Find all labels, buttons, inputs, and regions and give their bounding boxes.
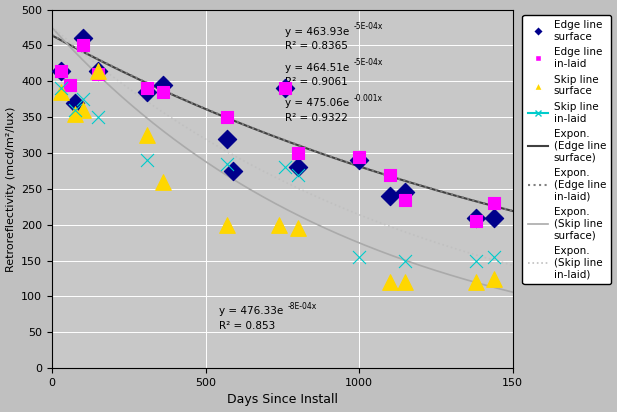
Text: y = 463.93e: y = 463.93e	[285, 27, 350, 37]
Point	[471, 214, 481, 221]
Y-axis label: Retroreflectivity (mcd/m²/lux): Retroreflectivity (mcd/m²/lux)	[6, 106, 15, 272]
Point	[354, 157, 364, 164]
Point	[222, 114, 232, 120]
Point	[275, 221, 284, 228]
Point	[157, 178, 167, 185]
Point	[143, 132, 152, 138]
Point	[471, 279, 481, 286]
Point	[471, 257, 481, 264]
Point	[70, 110, 80, 117]
Point	[489, 214, 499, 221]
Text: y = 463.93e-5E-04x: y = 463.93e-5E-04x	[285, 27, 389, 37]
Point	[78, 42, 88, 49]
Legend: Edge line
surface, Edge line
in-laid, Skip line
surface, Skip line
in-laid, Expo: Edge line surface, Edge line in-laid, Sk…	[523, 15, 611, 284]
Point	[65, 82, 75, 88]
Text: R² = 0.9061: R² = 0.9061	[285, 77, 348, 87]
Point	[400, 279, 410, 286]
Point	[78, 107, 88, 113]
Point	[280, 85, 290, 92]
Point	[489, 200, 499, 206]
Point	[56, 85, 66, 92]
Point	[222, 136, 232, 142]
Text: R² = 0.8365: R² = 0.8365	[285, 41, 348, 51]
Point	[489, 254, 499, 260]
Point	[222, 221, 232, 228]
Point	[385, 171, 395, 178]
Point	[222, 160, 232, 167]
Text: -5E-04x: -5E-04x	[354, 58, 384, 67]
Point	[385, 279, 395, 286]
Point	[400, 189, 410, 196]
Text: -5E-04x: -5E-04x	[354, 22, 384, 31]
Point	[354, 254, 364, 260]
Point	[292, 150, 302, 156]
Point	[354, 153, 364, 160]
Text: y = 476.33e: y = 476.33e	[219, 307, 284, 316]
Point	[385, 193, 395, 199]
Point	[292, 171, 302, 178]
Text: -0.001x: -0.001x	[354, 94, 383, 103]
Point	[78, 96, 88, 103]
Point	[143, 85, 152, 92]
Point	[93, 67, 103, 74]
Point	[56, 89, 66, 95]
Text: y = 464.51e: y = 464.51e	[285, 63, 350, 73]
Point	[280, 85, 290, 92]
Point	[70, 100, 80, 106]
Text: y = 475.06e-0.001x: y = 475.06e-0.001x	[285, 98, 389, 108]
Point	[400, 257, 410, 264]
Point	[280, 164, 290, 171]
Point	[93, 67, 103, 74]
Text: y = 476.33e-8E-04x: y = 476.33e-8E-04x	[219, 307, 323, 316]
Point	[292, 164, 302, 171]
X-axis label: Days Since Install: Days Since Install	[227, 393, 337, 407]
Point	[78, 35, 88, 42]
Point	[157, 82, 167, 88]
Point	[157, 89, 167, 95]
Point	[143, 157, 152, 164]
Text: R² = 0.853: R² = 0.853	[219, 321, 276, 331]
Point	[143, 89, 152, 95]
Text: R² = 0.9322: R² = 0.9322	[285, 113, 348, 123]
Point	[56, 67, 66, 74]
Text: y = 464.51e-5E-04x: y = 464.51e-5E-04x	[285, 63, 389, 73]
Point	[292, 225, 302, 232]
Point	[489, 275, 499, 282]
Text: y = 475.06e: y = 475.06e	[285, 98, 349, 108]
Point	[471, 218, 481, 225]
Point	[70, 107, 80, 113]
Point	[400, 197, 410, 203]
Point	[93, 71, 103, 77]
Text: -8E-04x: -8E-04x	[288, 302, 317, 311]
Point	[228, 168, 238, 174]
Point	[93, 114, 103, 120]
Point	[56, 67, 66, 74]
